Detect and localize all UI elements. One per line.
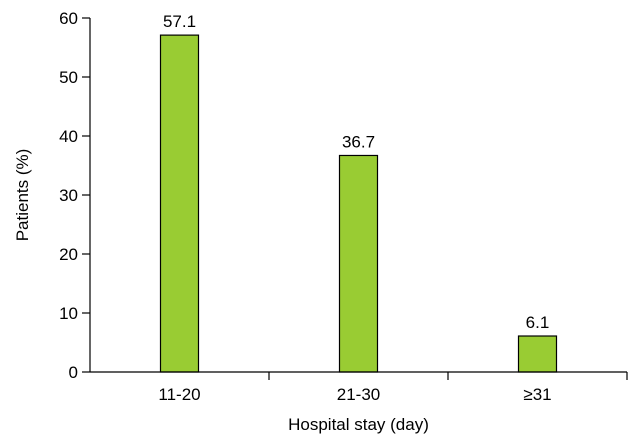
bar-11-20 (159, 34, 200, 373)
y-tick-label: 0 (69, 363, 78, 382)
y-axis-ticks: 0 10 20 30 40 50 60 (59, 9, 90, 382)
x-axis-title: Hospital stay (day) (288, 415, 429, 434)
y-axis-title: Patients (%) (13, 149, 32, 242)
bar-value-label: 6.1 (526, 313, 550, 332)
y-tick-label: 50 (59, 68, 78, 87)
x-tick-label: 21-30 (337, 385, 380, 404)
x-axis-ticks: 11-20 21-30 ≥31 (158, 372, 628, 404)
y-tick-label: 10 (59, 304, 78, 323)
bar-21-30 (338, 154, 379, 373)
x-tick-label: 11-20 (158, 385, 200, 404)
y-tick-label: 40 (59, 127, 78, 146)
bar-≥31 (517, 335, 558, 373)
y-tick-label: 20 (59, 245, 78, 264)
y-tick-label: 60 (59, 9, 78, 28)
bars: 57.1 36.7 6.1 (159, 12, 558, 373)
x-tick-label: ≥31 (523, 385, 551, 404)
bar-value-label: 57.1 (163, 12, 196, 31)
y-tick-label: 30 (59, 186, 78, 205)
bar-value-label: 36.7 (342, 132, 375, 151)
